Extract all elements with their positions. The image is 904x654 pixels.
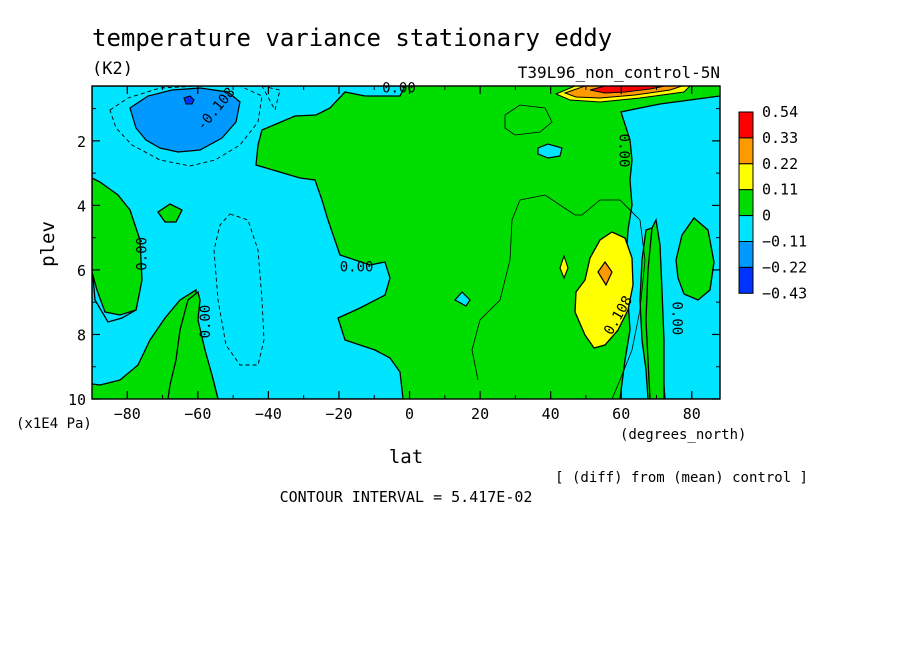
colorbar-level-label: 0.22 [762, 155, 798, 173]
colorbar-level-label: 0 [762, 207, 771, 225]
contour-dashed-negative-2 [213, 213, 265, 366]
field-positive-pocket-small [157, 203, 183, 223]
colorbar-swatch [738, 215, 754, 243]
contour-thin-positive-1 [471, 194, 646, 399]
colorbar-swatch [738, 266, 754, 294]
contour-label: 0.00 [198, 305, 214, 339]
colorbar-level-label: 0.54 [762, 103, 798, 121]
run-label: T39L96_non_control-5N [518, 63, 720, 82]
x-tick-label: −20 [325, 405, 352, 423]
contour-dashed-negative-3 [261, 86, 281, 112]
colorbar-swatch [738, 241, 754, 268]
colorbar-swatch [738, 111, 754, 139]
x-tick-label: 40 [542, 405, 560, 423]
x-tick-label: −80 [114, 405, 141, 423]
x-tick-label: 20 [471, 405, 489, 423]
chart-title: temperature variance stationary eddy [92, 24, 612, 52]
y-axis-label: plev [37, 221, 59, 267]
field-positive-pocket-east [675, 217, 715, 301]
contour-label: 0.00 [382, 81, 416, 97]
colorbar-swatch [738, 189, 754, 217]
field-positive-small-yellow [559, 254, 569, 280]
field-positive-core [574, 231, 634, 349]
field-max-band-3 [589, 86, 666, 94]
x-tick-label: 0 [405, 405, 414, 423]
colorbar-level-label: −0.11 [762, 233, 807, 251]
y-axis: 2 4 6 8 10 [68, 108, 720, 409]
contour-label: 0.00 [134, 237, 150, 271]
contour-thin-positive-2 [504, 104, 553, 136]
diff-note: [ (diff) from (mean) control ] [555, 470, 808, 486]
units-label: (K2) [92, 59, 133, 79]
y-tick-label: 8 [77, 326, 86, 344]
x-units-label: (degrees_north) [620, 427, 746, 443]
x-axis: −80 −60 −40 −20 0 20 40 60 80 [91, 86, 701, 423]
colorbar-level-label: 0.11 [762, 181, 798, 199]
y-tick-label: 2 [77, 133, 86, 151]
colorbar-level-label: −0.43 [762, 284, 807, 302]
colorbar-level-label: 0.33 [762, 129, 798, 147]
field-positive-pocket-sw [92, 177, 143, 316]
contour-label: 0.00 [669, 301, 685, 335]
y-tick-label: 4 [77, 197, 86, 215]
x-tick-label: −60 [184, 405, 211, 423]
colorbar-swatch [738, 163, 754, 191]
colorbar-swatch [738, 137, 754, 165]
field-positive-pocket-s [167, 290, 219, 399]
contour-label: 0.00 [616, 134, 632, 168]
x-tick-label: 80 [683, 405, 701, 423]
colorbar-level-label: −0.22 [762, 258, 807, 276]
contour-interval: CONTOUR INTERVAL = 5.417E-02 [280, 488, 533, 506]
field-negative-core [129, 87, 241, 153]
field-negative-peak [183, 95, 195, 105]
plot-frame [91, 85, 721, 400]
x-axis-label: lat [389, 446, 423, 468]
y-tick-label: 6 [77, 262, 86, 280]
contour-label: 0.00 [340, 260, 374, 276]
contour-field [92, 86, 720, 399]
x-tick-label: 60 [612, 405, 630, 423]
field-positive-core-peak [597, 260, 613, 287]
y-units-label: (x1E4 Pa) [16, 416, 92, 432]
field-negative-blob-2 [454, 291, 471, 307]
y-tick-label: 10 [68, 391, 86, 409]
x-tick-label: −40 [255, 405, 282, 423]
field-negative-region-east [619, 95, 720, 399]
field-positive-strip-east [645, 217, 665, 399]
field-negative-blob-1 [537, 143, 563, 159]
colorbar: 0.54 0.33 0.22 0.11 0 −0.11 −0.22 −0.43 [738, 103, 807, 302]
